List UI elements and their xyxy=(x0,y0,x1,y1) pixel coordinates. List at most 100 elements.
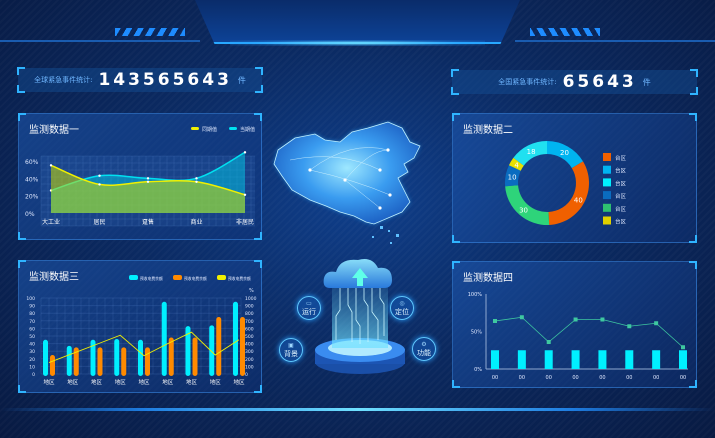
cloud-platform-illustration xyxy=(315,259,405,374)
y-right-tick-label: 700 xyxy=(245,319,254,325)
feature-label: 运行 xyxy=(302,307,316,316)
x-tick-label: 00 xyxy=(653,375,659,381)
panel-monitor-4: 监测数据四 100% 50% 0% 00 00 00 00 00 00 00 00 xyxy=(452,261,697,388)
national-stat-box: 全国紧急事件统计: 65643 件 xyxy=(451,69,698,95)
y-tick-label: 20% xyxy=(25,194,39,201)
footer-glow-line xyxy=(0,408,715,411)
y-right-tick-label: 900 xyxy=(245,304,254,310)
x-tick-label: 00 xyxy=(492,375,498,381)
bar-line-chart: 1009080706050403020100100090080070060050… xyxy=(26,275,257,386)
data-point xyxy=(654,321,659,326)
data-point xyxy=(600,317,605,322)
x-tick-label: 地区 xyxy=(43,378,55,386)
data-point xyxy=(146,180,150,183)
legend-swatch xyxy=(603,203,611,212)
x-tick-label: 地区 xyxy=(67,378,79,386)
feature-locate[interactable]: ◎ 定位 xyxy=(390,296,414,320)
slice-value-label: 18 xyxy=(527,148,536,156)
bar xyxy=(145,347,150,376)
data-point xyxy=(195,177,198,180)
x-tick-label: 地区 xyxy=(115,378,127,386)
x-tick-label: 00 xyxy=(546,375,552,381)
feature-function[interactable]: ⚙ 功能 xyxy=(412,337,436,361)
data-point xyxy=(195,180,198,183)
donut-slice xyxy=(505,185,550,225)
donut-slice xyxy=(548,161,589,225)
x-tick-label: 大工业 xyxy=(42,218,60,226)
y-left-tick-label: 100 xyxy=(26,296,35,302)
data-point xyxy=(49,164,53,167)
legend-label: 台区 xyxy=(615,179,627,187)
panel-title: 监测数据三 xyxy=(29,272,79,283)
y-tick-label: 100% xyxy=(468,292,483,298)
legend-swatch xyxy=(603,153,611,161)
legend-label: 当期值 xyxy=(240,126,255,133)
legend-label: 预收电费余额 xyxy=(140,276,163,281)
legend-label: 预收电费余额 xyxy=(228,276,251,281)
bar xyxy=(517,350,526,369)
x-tick-label: 地区 xyxy=(91,378,103,386)
legend-swatch xyxy=(217,275,226,280)
data-point xyxy=(573,317,578,322)
y-right-tick-label: 600 xyxy=(245,326,254,332)
x-tick-label: 地区 xyxy=(162,378,174,386)
china-map xyxy=(273,121,421,244)
bar xyxy=(625,350,634,369)
panel-monitor-2: 监测数据二 20 40 30 10 4 18 台区 台区 台区 台区 台区 台区 xyxy=(452,113,697,243)
legend-swatch xyxy=(603,178,611,187)
data-point xyxy=(243,193,247,196)
bar xyxy=(679,350,687,369)
y-left-tick-label: 70 xyxy=(29,319,35,325)
y-left-tick-label: 0 xyxy=(32,372,35,378)
x-tick-label: 00 xyxy=(626,375,632,381)
bar xyxy=(544,350,553,369)
legend-swatch xyxy=(229,127,237,130)
y-left-tick-label: 50 xyxy=(29,334,35,340)
y-tick-label: 50% xyxy=(471,330,482,336)
y-right-tick-label: 200 xyxy=(245,357,254,363)
bar xyxy=(192,337,198,376)
y-right-tick-label: 400 xyxy=(245,342,254,348)
bar xyxy=(209,325,215,376)
bar xyxy=(491,350,499,369)
panel-title: 监测数据一 xyxy=(29,125,79,136)
bar xyxy=(138,339,143,376)
y-tick-label: 40% xyxy=(25,176,39,183)
bar xyxy=(598,350,607,369)
x-tick-label: 非居民 xyxy=(236,218,254,226)
legend-label: 预收电费余额 xyxy=(184,276,207,281)
legend-swatch xyxy=(603,216,611,225)
x-tick-label: 00 xyxy=(599,375,605,381)
y-right-tick-label: 0 xyxy=(245,372,248,378)
panel-title: 监测数据四 xyxy=(463,273,513,284)
bar xyxy=(161,301,167,376)
legend-swatch xyxy=(173,275,182,280)
y-left-tick-label: 10 xyxy=(29,364,35,370)
x-tick-label: 地区 xyxy=(186,378,198,386)
bar xyxy=(97,347,103,376)
slice-value-label: 30 xyxy=(519,207,528,215)
feature-background[interactable]: ▣ 背景 xyxy=(279,338,303,362)
data-point xyxy=(98,174,101,177)
x-tick-label: 00 xyxy=(572,375,578,381)
bar xyxy=(66,345,72,376)
global-stat-unit: 件 xyxy=(237,75,246,85)
line-series xyxy=(494,316,684,348)
bar xyxy=(121,347,127,376)
x-tick-label: 00 xyxy=(519,375,525,381)
national-stat-value: 65643 xyxy=(562,72,637,92)
feature-label: 定位 xyxy=(395,307,409,316)
y-left-tick-label: 40 xyxy=(29,342,35,348)
feature-run[interactable]: ▭ 运行 xyxy=(297,296,321,320)
y-right-unit: % xyxy=(249,288,254,294)
data-point xyxy=(146,177,150,180)
location-icon: ◎ xyxy=(399,299,405,307)
slice-value-label: 20 xyxy=(560,149,569,157)
bar xyxy=(216,317,222,376)
slice-value-label: 4 xyxy=(514,162,519,170)
x-tick-label: 趸售 xyxy=(142,218,154,226)
data-point xyxy=(493,319,497,323)
x-tick-label: 居民 xyxy=(93,219,105,226)
legend-swatch xyxy=(603,165,611,174)
y-left-tick-label: 90 xyxy=(29,304,35,310)
